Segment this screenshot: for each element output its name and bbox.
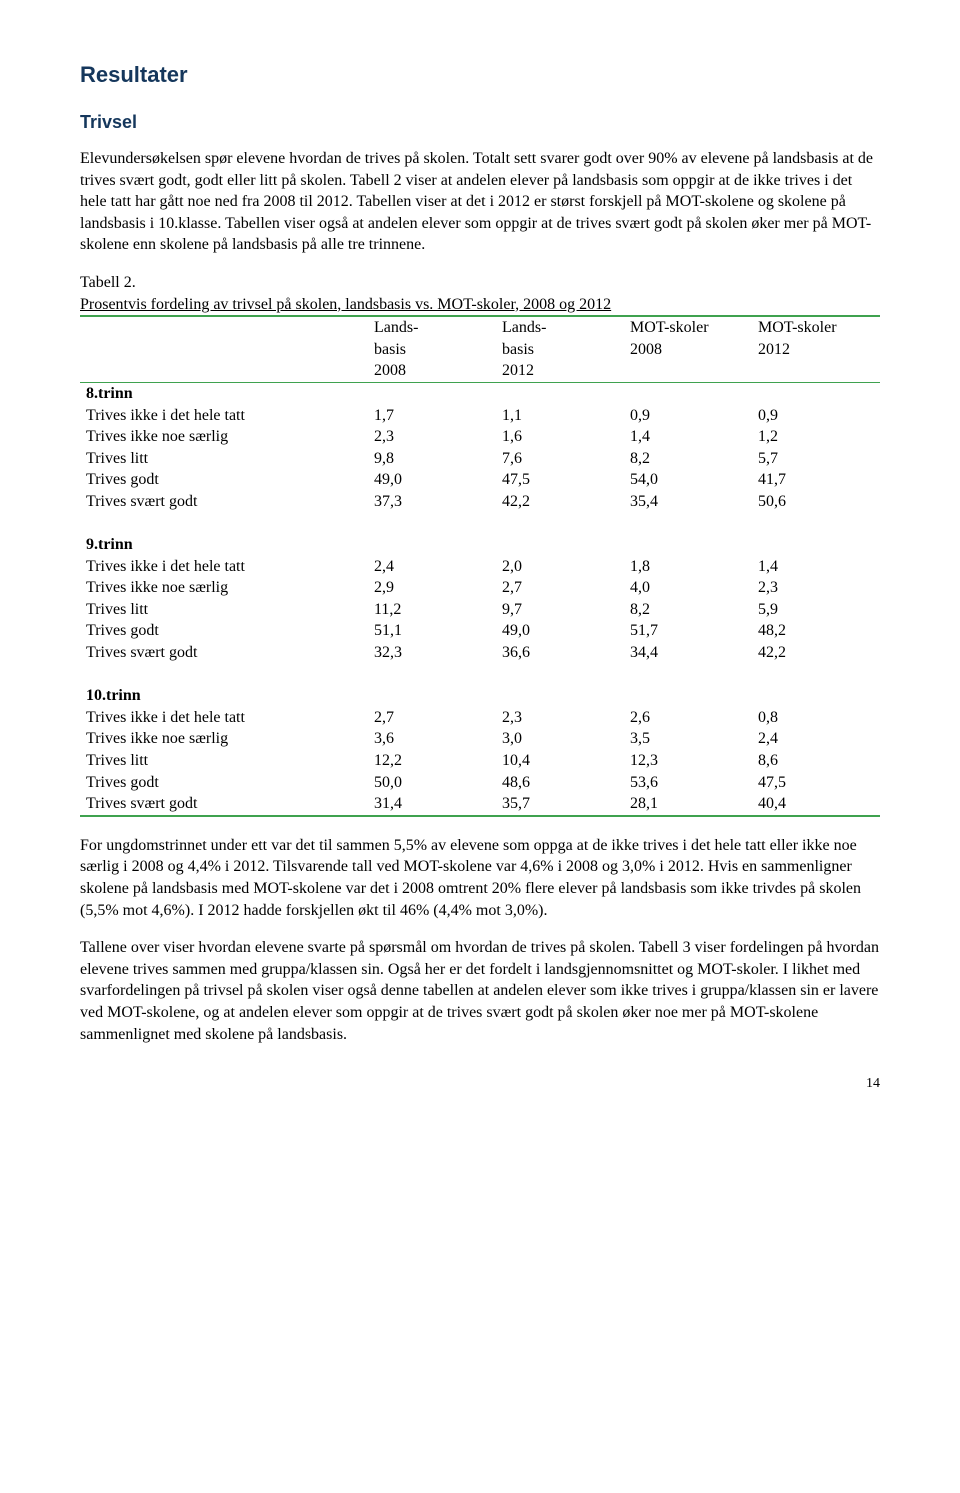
intro-paragraph: Elevundersøkelsen spør elevene hvordan d… [80,148,880,256]
row-label: Trives ikke i det hele tatt [80,556,368,578]
cell: 48,2 [752,620,880,642]
cell: 41,7 [752,469,880,491]
section-9trinn: 9.trinn [80,534,368,556]
cell: 1,7 [368,405,496,427]
table2-caption: Prosentvis fordeling av trivsel på skole… [80,294,880,316]
col2-line3: 2012 [496,360,624,382]
cell: 1,4 [752,556,880,578]
row-label: Trives ikke noe særlig [80,426,368,448]
col1-line3: 2008 [368,360,496,382]
cell: 9,8 [368,448,496,470]
cell: 10,4 [496,750,624,772]
row-label: Trives svært godt [80,491,368,513]
cell: 35,4 [624,491,752,513]
cell: 1,1 [496,405,624,427]
cell: 2,4 [368,556,496,578]
row-label: Trives godt [80,469,368,491]
cell: 49,0 [368,469,496,491]
page-number: 14 [80,1075,880,1094]
cell: 5,7 [752,448,880,470]
cell: 1,8 [624,556,752,578]
col3-line1: MOT-skoler [624,316,752,339]
paragraph-after-table-2: Tallene over viser hvordan elevene svart… [80,937,880,1045]
cell: 8,2 [624,448,752,470]
cell: 7,6 [496,448,624,470]
cell: 2,4 [752,728,880,750]
cell: 1,4 [624,426,752,448]
cell: 0,8 [752,707,880,729]
row-label: Trives godt [80,620,368,642]
row-label: Trives litt [80,599,368,621]
section-8trinn: 8.trinn [80,382,368,404]
cell: 42,2 [752,642,880,664]
cell: 34,4 [624,642,752,664]
cell: 2,9 [368,577,496,599]
cell: 48,6 [496,772,624,794]
cell: 2,7 [368,707,496,729]
row-label: Trives ikke noe særlig [80,577,368,599]
cell: 3,0 [496,728,624,750]
cell: 2,3 [368,426,496,448]
cell: 37,3 [368,491,496,513]
col3-line2: 2008 [624,339,752,361]
cell: 32,3 [368,642,496,664]
cell: 42,2 [496,491,624,513]
row-label: Trives svært godt [80,793,368,816]
cell: 3,6 [368,728,496,750]
heading-trivsel: Trivsel [80,110,880,134]
cell: 1,2 [752,426,880,448]
cell: 3,5 [624,728,752,750]
cell: 51,7 [624,620,752,642]
cell: 47,5 [496,469,624,491]
section-10trinn: 10.trinn [80,685,368,707]
row-label: Trives godt [80,772,368,794]
cell: 50,6 [752,491,880,513]
table2-title: Tabell 2. [80,272,880,294]
col2-line1: Lands- [496,316,624,339]
row-label: Trives ikke i det hele tatt [80,405,368,427]
cell: 51,1 [368,620,496,642]
row-label: Trives ikke noe særlig [80,728,368,750]
paragraph-after-table-1: For ungdomstrinnet under ett var det til… [80,835,880,921]
cell: 12,2 [368,750,496,772]
cell: 12,3 [624,750,752,772]
row-label: Trives svært godt [80,642,368,664]
cell: 53,6 [624,772,752,794]
cell: 11,2 [368,599,496,621]
cell: 50,0 [368,772,496,794]
cell: 49,0 [496,620,624,642]
row-label: Trives ikke i det hele tatt [80,707,368,729]
cell: 47,5 [752,772,880,794]
cell: 2,3 [496,707,624,729]
cell: 1,6 [496,426,624,448]
cell: 5,9 [752,599,880,621]
col4-line1: MOT-skoler [752,316,880,339]
col4-line2: 2012 [752,339,880,361]
cell: 31,4 [368,793,496,816]
cell: 35,7 [496,793,624,816]
cell: 54,0 [624,469,752,491]
cell: 9,7 [496,599,624,621]
cell: 0,9 [752,405,880,427]
cell: 0,9 [624,405,752,427]
row-label: Trives litt [80,750,368,772]
cell: 2,7 [496,577,624,599]
table2: Lands- Lands- MOT-skoler MOT-skoler basi… [80,315,880,817]
cell: 4,0 [624,577,752,599]
heading-resultater: Resultater [80,60,880,90]
cell: 28,1 [624,793,752,816]
cell: 2,0 [496,556,624,578]
cell: 8,6 [752,750,880,772]
col1-line2: basis [368,339,496,361]
cell: 36,6 [496,642,624,664]
cell: 2,6 [624,707,752,729]
cell: 8,2 [624,599,752,621]
cell: 40,4 [752,793,880,816]
col2-line2: basis [496,339,624,361]
row-label: Trives litt [80,448,368,470]
cell: 2,3 [752,577,880,599]
col1-line1: Lands- [368,316,496,339]
